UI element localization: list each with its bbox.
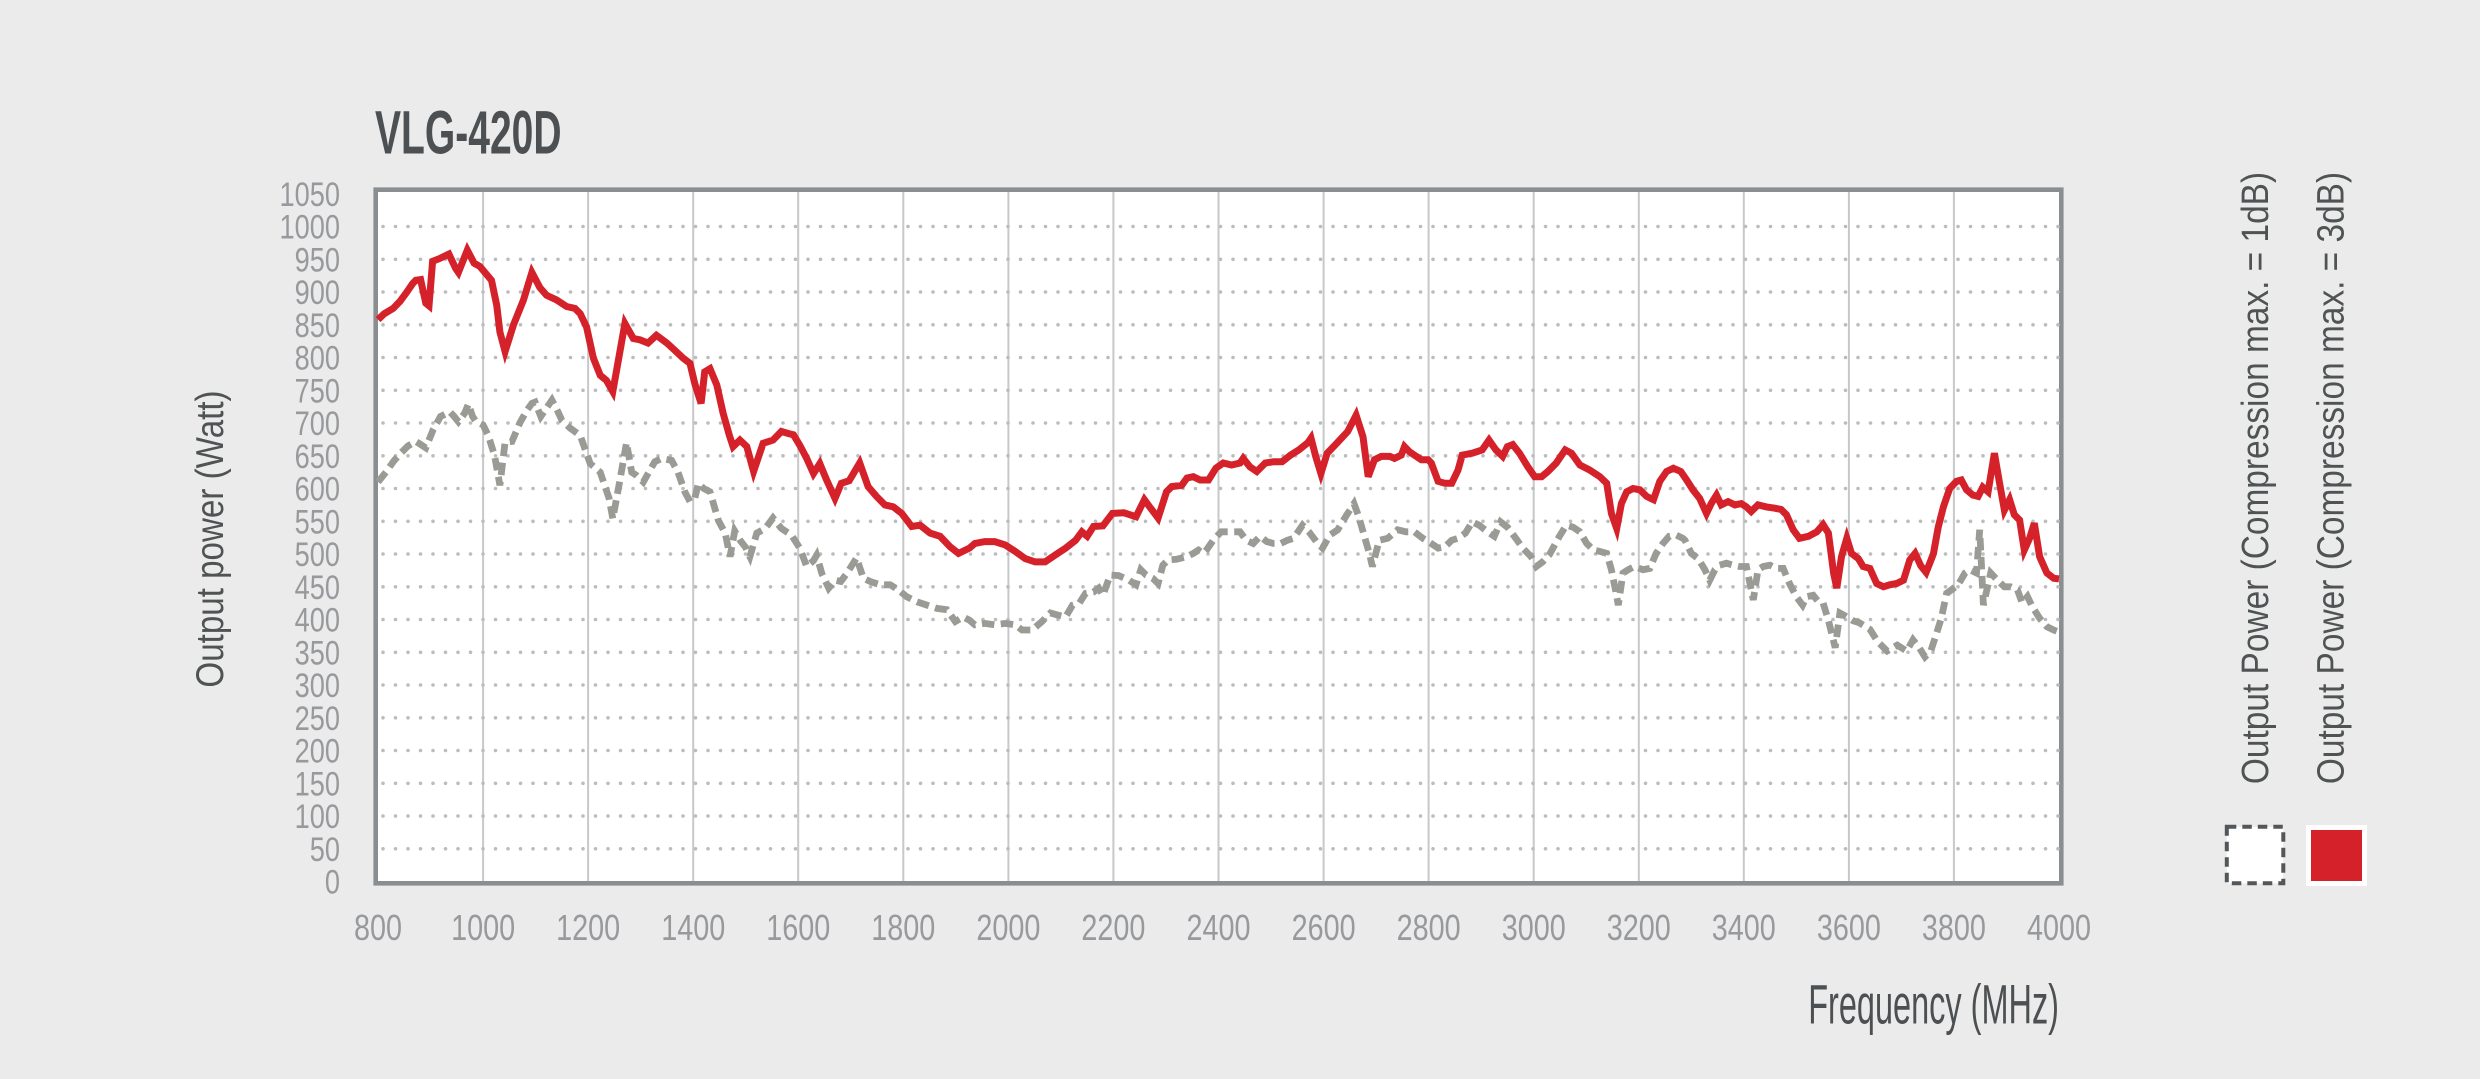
svg-text:500: 500 <box>295 535 340 574</box>
svg-text:2400: 2400 <box>1186 907 1250 948</box>
svg-text:800: 800 <box>354 907 402 948</box>
svg-text:1000: 1000 <box>451 907 515 948</box>
svg-text:3800: 3800 <box>1922 907 1986 948</box>
svg-text:950: 950 <box>295 241 340 280</box>
svg-text:700: 700 <box>295 404 340 443</box>
svg-text:3000: 3000 <box>1502 907 1566 948</box>
svg-text:2000: 2000 <box>976 907 1040 948</box>
svg-text:600: 600 <box>295 470 340 509</box>
svg-text:Output power (Watt): Output power (Watt) <box>187 390 231 687</box>
svg-text:1050: 1050 <box>280 175 340 214</box>
svg-text:2600: 2600 <box>1292 907 1356 948</box>
svg-text:900: 900 <box>295 273 340 312</box>
svg-text:0: 0 <box>325 863 340 902</box>
svg-text:800: 800 <box>295 339 340 378</box>
svg-text:350: 350 <box>295 634 340 673</box>
svg-text:3600: 3600 <box>1817 907 1881 948</box>
svg-text:650: 650 <box>295 437 340 476</box>
svg-text:300: 300 <box>295 666 340 705</box>
svg-text:450: 450 <box>295 568 340 607</box>
svg-text:250: 250 <box>295 699 340 738</box>
svg-text:850: 850 <box>295 306 340 345</box>
svg-text:150: 150 <box>295 765 340 804</box>
svg-text:550: 550 <box>295 503 340 542</box>
svg-text:Output Power (Compression max.: Output Power (Compression max. = 1dB) <box>2234 172 2276 784</box>
svg-text:VLG-420D: VLG-420D <box>375 99 562 167</box>
svg-text:Frequency (MHz): Frequency (MHz) <box>1808 974 2059 1036</box>
svg-text:750: 750 <box>295 372 340 411</box>
svg-text:2800: 2800 <box>1397 907 1461 948</box>
svg-text:1800: 1800 <box>871 907 935 948</box>
svg-text:1000: 1000 <box>280 208 340 247</box>
svg-text:3400: 3400 <box>1712 907 1776 948</box>
svg-text:50: 50 <box>310 830 340 869</box>
svg-text:1600: 1600 <box>766 907 830 948</box>
svg-text:3200: 3200 <box>1607 907 1671 948</box>
svg-text:4000: 4000 <box>2027 907 2091 948</box>
svg-text:200: 200 <box>295 732 340 771</box>
svg-text:2200: 2200 <box>1081 907 1145 948</box>
svg-text:400: 400 <box>295 601 340 640</box>
svg-text:1200: 1200 <box>556 907 620 948</box>
svg-text:100: 100 <box>295 797 340 836</box>
svg-text:Output Power (Compression max.: Output Power (Compression max. = 3dB) <box>2310 172 2352 784</box>
svg-text:1400: 1400 <box>661 907 725 948</box>
